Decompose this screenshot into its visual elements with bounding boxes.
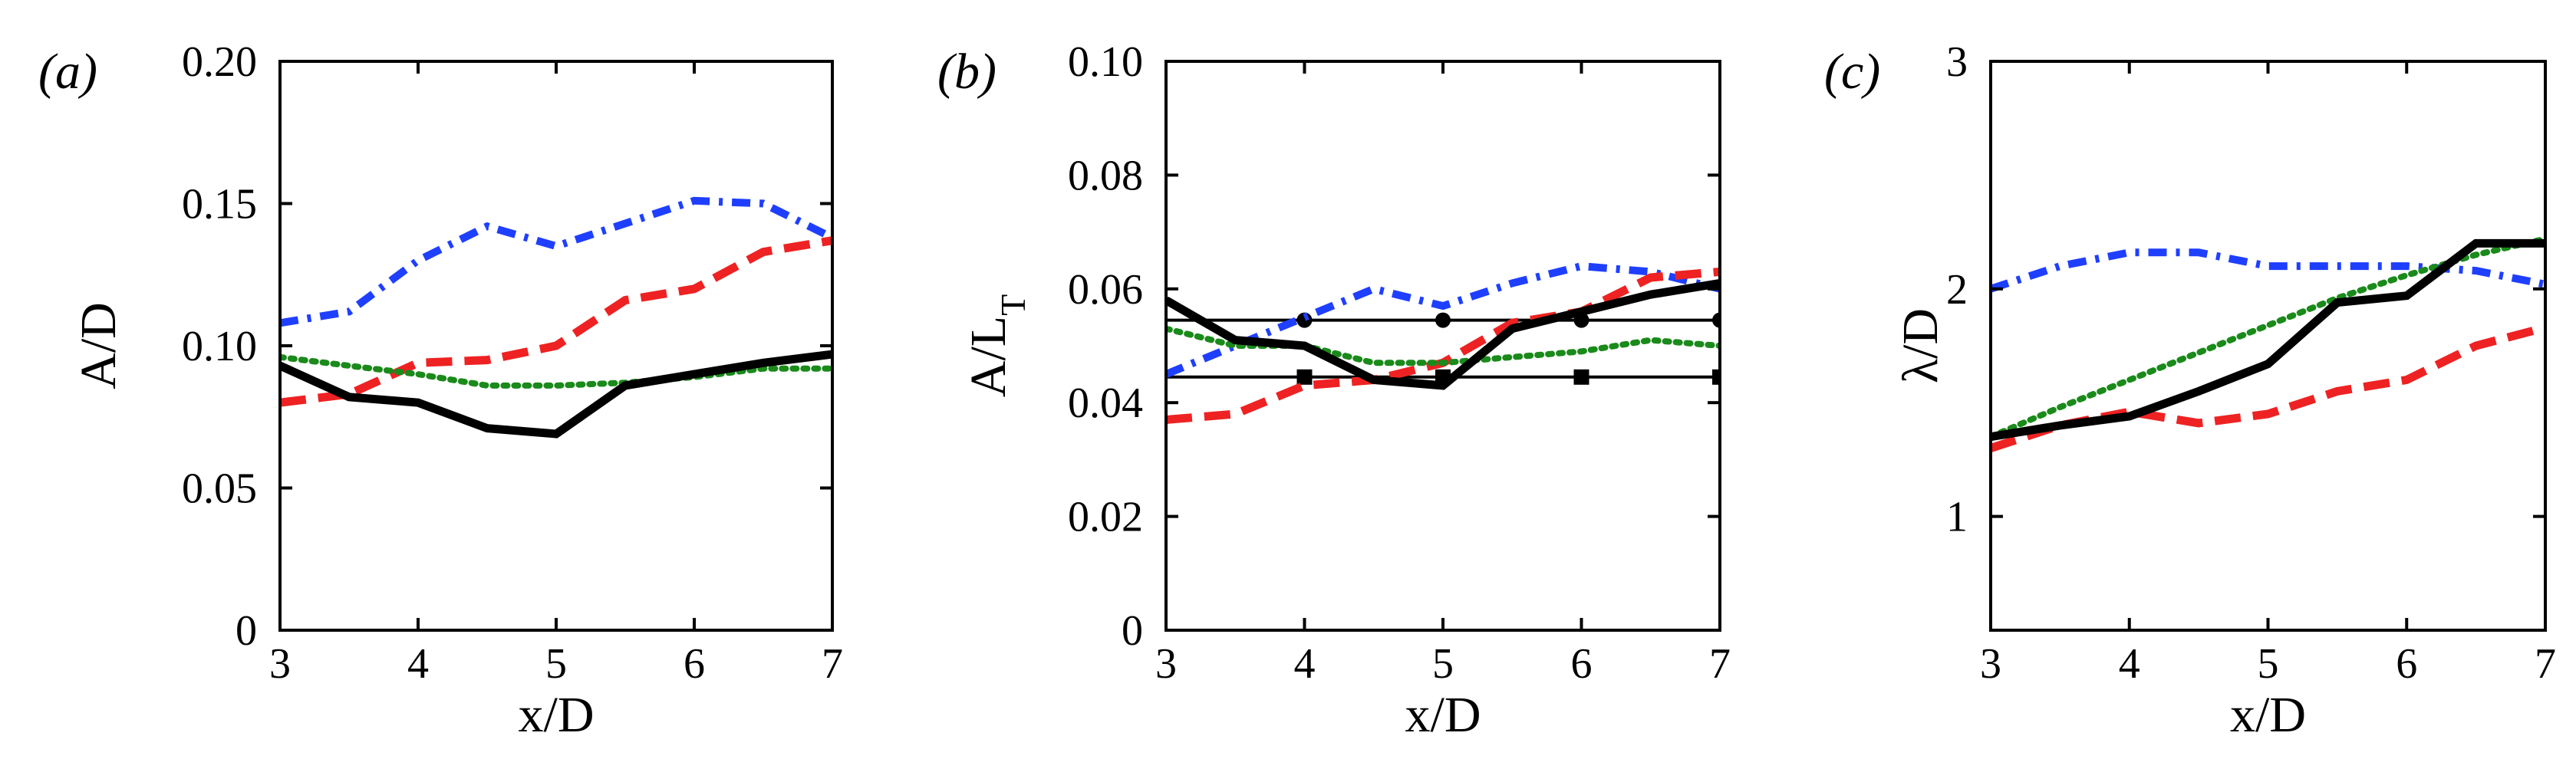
- x-tick-label: 6: [2396, 640, 2417, 688]
- y-tick-label: 0.15: [182, 181, 257, 228]
- reference-marker-square: [1573, 369, 1589, 385]
- y-tick-label: 0.10: [182, 323, 257, 370]
- reference-marker-circle: [1712, 312, 1720, 328]
- x-tick-label: 7: [2535, 640, 2556, 688]
- series-line-solid: [1991, 238, 2545, 442]
- y-tick-label: 1: [1946, 494, 1968, 541]
- series-line-dashed: [1991, 323, 2545, 452]
- x-axis-label: x/D: [1405, 687, 1481, 743]
- x-tick-label: 3: [1980, 640, 2001, 688]
- y-tick-label: 0.04: [1068, 380, 1143, 427]
- x-tick-label: 7: [822, 640, 843, 688]
- y-tick-label: 3: [1946, 38, 1968, 86]
- panel-label: (a): [38, 44, 97, 100]
- panel-c: 3 4 5 6 7 1 2 3 x/D λ/D (c): [1824, 38, 2556, 743]
- y-tick-label: 0.02: [1068, 494, 1143, 541]
- x-tick-label: 5: [1432, 640, 1454, 688]
- x-tick-label: 5: [545, 640, 567, 688]
- y-tick-label: 0.05: [182, 465, 257, 513]
- plot-area: [1991, 235, 2545, 452]
- x-tick-label: 6: [1571, 640, 1593, 688]
- y-axis-label-subscript: T: [993, 294, 1033, 316]
- reference-marker-square: [1296, 369, 1313, 385]
- x-tick-label: 4: [1294, 640, 1316, 688]
- y-axis-label: A/D: [71, 302, 127, 389]
- x-tick-label: 7: [1709, 640, 1731, 688]
- series-line-dashed: [280, 236, 832, 407]
- x-tick-label: 3: [1155, 640, 1177, 688]
- series-line-solid: [280, 350, 832, 439]
- x-tick-label: 4: [407, 640, 429, 688]
- x-tick-label: 3: [269, 640, 291, 688]
- y-axis-label: A/LT: [960, 294, 1033, 397]
- reference-marker-circle: [1296, 312, 1313, 328]
- series-line-solid: [1166, 278, 1720, 390]
- panel-label: (b): [937, 44, 996, 100]
- y-tick-label: 2: [1946, 266, 1968, 314]
- x-tick-label: 5: [2258, 640, 2279, 688]
- reference-marker-square: [1712, 369, 1720, 385]
- plot-area: [280, 196, 832, 439]
- panel-a: 3 4 5 6 7 0 0.05 0.10 0.15 0.20 x/D A/D (a): [38, 38, 843, 743]
- y-tick-label: 0: [1122, 607, 1143, 655]
- series-line-dotted: [280, 353, 832, 389]
- series-line-dotted: [1166, 325, 1720, 366]
- series-line-dashdot: [1166, 262, 1720, 378]
- panel-b: 3 4 5 6 7 0 0.02 0.04 0.06 0.08 0.10 x/D A/LT (b): [937, 38, 1731, 743]
- y-tick-label: 0.20: [182, 38, 257, 86]
- x-tick-label: 6: [684, 640, 705, 688]
- plot-frame: [1989, 60, 2547, 632]
- panel-label: (c): [1824, 44, 1880, 100]
- series-line-dashdot: [1991, 248, 2545, 293]
- y-tick-label: 0: [236, 607, 257, 655]
- series-line-dashdot: [280, 196, 832, 327]
- x-axis-label: x/D: [519, 687, 595, 743]
- y-tick-label: 0.10: [1068, 38, 1143, 86]
- x-axis-label: x/D: [2230, 687, 2306, 743]
- x-tick-label: 4: [2119, 640, 2140, 688]
- y-tick-label: 0.08: [1068, 152, 1143, 199]
- y-tick-label: 0.06: [1068, 266, 1143, 314]
- reference-marker-circle: [1435, 312, 1451, 328]
- y-axis-label: λ/D: [1892, 308, 1948, 383]
- plot-area: [1166, 262, 1720, 424]
